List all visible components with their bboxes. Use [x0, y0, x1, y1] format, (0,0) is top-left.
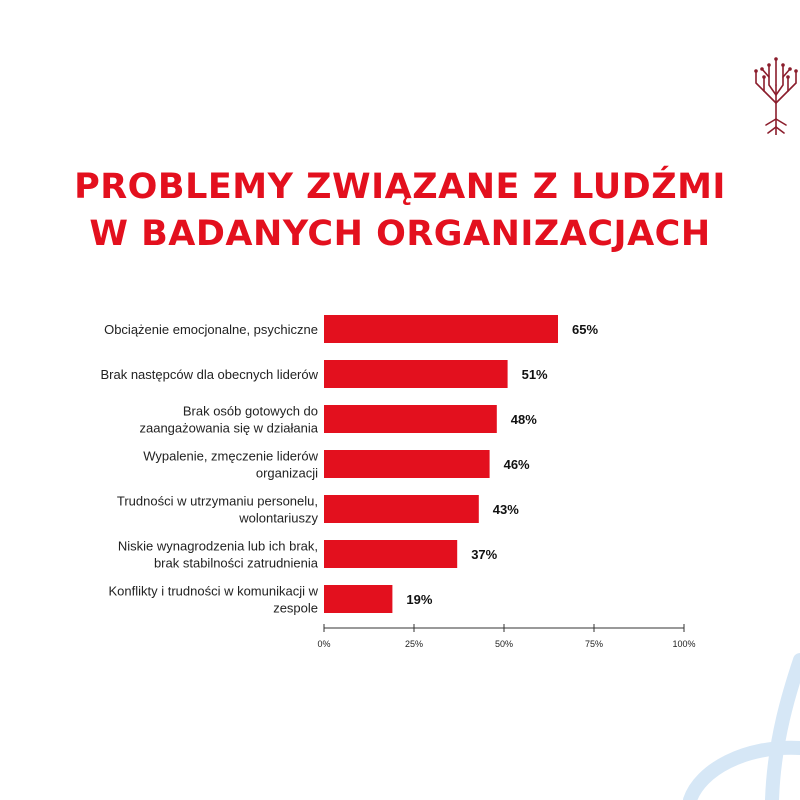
- bar: [324, 540, 458, 568]
- tree-logo-icon: [754, 57, 798, 135]
- category-label: Niskie wynagrodzenia lub ich brak,: [118, 539, 318, 554]
- bar-value-label: 19%: [406, 592, 432, 607]
- category-label: Brak osób gotowych do: [183, 404, 318, 419]
- chart-title-line-2: W BADANYCH ORGANIZACJACH: [89, 214, 711, 254]
- bar: [324, 315, 558, 343]
- bar-value-label: 43%: [493, 502, 519, 517]
- bar: [324, 405, 497, 433]
- bar-value-label: 48%: [511, 412, 537, 427]
- category-label: Brak następców dla obecnych liderów: [100, 367, 318, 382]
- category-label: brak stabilności zatrudnienia: [154, 556, 319, 571]
- x-tick-label: 100%: [672, 639, 695, 649]
- x-tick-label: 75%: [585, 639, 603, 649]
- bar: [324, 450, 490, 478]
- bar-value-label: 37%: [471, 547, 497, 562]
- category-label: zaangażowania się w działania: [139, 421, 318, 436]
- x-tick-label: 0%: [317, 639, 330, 649]
- chart-title-line-1: PROBLEMY ZWIĄZANE Z LUDŹMI: [74, 167, 726, 207]
- bar-value-label: 51%: [522, 367, 548, 382]
- x-tick-label: 50%: [495, 639, 513, 649]
- category-label: organizacji: [256, 466, 318, 481]
- bar: [324, 495, 479, 523]
- category-label: wolontariuszy: [238, 511, 318, 526]
- bar-value-label: 65%: [572, 322, 598, 337]
- category-label: zespole: [273, 601, 318, 616]
- category-label: Konflikty i trudności w komunikacji w: [108, 584, 318, 599]
- bar-value-label: 46%: [504, 457, 530, 472]
- bar: [324, 360, 508, 388]
- x-tick-label: 25%: [405, 639, 423, 649]
- category-label: Obciążenie emocjonalne, psychiczne: [104, 322, 318, 337]
- category-label: Trudności w utrzymaniu personelu,: [117, 494, 318, 509]
- category-label: Wypalenie, zmęczenie liderów: [143, 449, 318, 464]
- bar: [324, 585, 393, 613]
